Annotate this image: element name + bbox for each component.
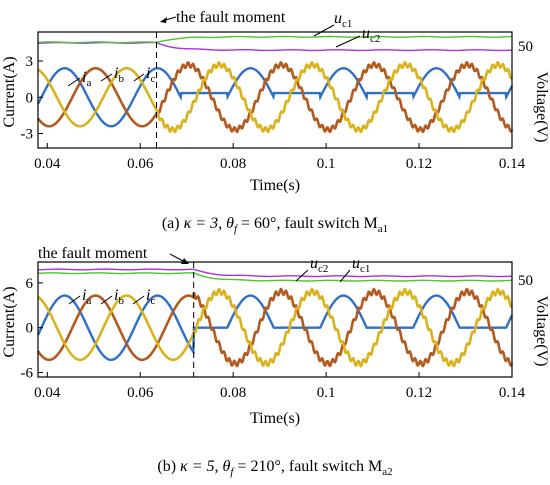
svg-text:ib: ib <box>114 65 124 85</box>
panel-b-legend-ib: ib <box>100 287 124 307</box>
panel-b-legend-ic: ic <box>132 287 155 307</box>
panel-a: 0.04 0.06 0.08 0.1 0.12 0.14 3 0 -3 the fault mo… <box>1 9 550 235</box>
panel-b-trace-ia <box>36 294 514 362</box>
panel-b-fault-arrowhead <box>181 258 189 264</box>
panel-b-frame <box>37 261 513 378</box>
panel-b-caption: (b) κ = 5, θf = 210°, fault switch Ma2 <box>157 458 392 478</box>
panel-a-traces <box>36 35 514 134</box>
panel-b-trace-uc2 <box>37 272 513 282</box>
panel-b-xtick-label: 0.04 <box>34 385 61 401</box>
panel-a-xlabel: Time(s) <box>250 177 300 194</box>
svg-text:ia: ia <box>82 69 91 89</box>
panel-b-trace-ic <box>37 287 513 368</box>
panel-b-traces <box>36 268 514 368</box>
panel-a-xtick-label: 0.06 <box>127 156 154 172</box>
panel-b-ytick-right-50: 50 <box>518 273 533 289</box>
panel-b-fault-label: the fault moment <box>38 245 148 262</box>
panel-b: 0.04 0.06 0.08 0.1 0.12 0.14 6 0 -6 the fault mo… <box>1 245 550 478</box>
panel-b-ylabel-left: Current(A) <box>1 286 18 357</box>
panel-a-xtick-label: 0.08 <box>220 156 246 172</box>
panel-a-ytick-label: -3 <box>21 127 34 143</box>
svg-text:uc1: uc1 <box>352 255 370 275</box>
panel-a-legend-ib: ib <box>100 65 124 85</box>
panel-a-xtick-label: 0.04 <box>34 156 61 172</box>
panel-a-xtick-label: 0.12 <box>406 156 432 172</box>
svg-text:ic: ic <box>146 287 155 307</box>
svg-text:ic: ic <box>146 65 155 85</box>
panel-a-fault-label: the fault moment <box>176 9 286 26</box>
panel-a-trace-ic <box>37 60 513 134</box>
panel-b-ylabel-right: Voltage(V) <box>533 296 550 367</box>
panel-a-ytick-label: 0 <box>26 90 34 106</box>
panel-b-fault-arrow <box>169 253 186 263</box>
panel-a-caption: (a) κ = 3, θf = 60°, fault switch Ma1 <box>162 215 388 235</box>
panel-a-frame <box>37 31 513 149</box>
panel-a-fault-arrowhead <box>160 17 167 23</box>
panel-a-legend-uc1: uc1 <box>313 10 352 37</box>
svg-text:ib: ib <box>114 287 124 307</box>
panel-b-legend-uc2: uc2 <box>295 255 328 282</box>
panel-b-ytick-label: 6 <box>26 276 34 292</box>
panel-b-xtick-label: 0.1 <box>317 385 336 401</box>
panel-b-xtick-label: 0.14 <box>499 385 526 401</box>
panel-a-ticks: 0.04 0.06 0.08 0.1 0.12 0.14 3 0 -3 <box>21 54 526 172</box>
panel-a-ytick-label: 3 <box>26 54 34 70</box>
panel-a-legend-ic: ic <box>133 65 155 85</box>
panel-b-legend-ia: ia <box>68 287 91 307</box>
panel-a-xtick-label: 0.1 <box>317 156 336 172</box>
panel-a-ylabel-left: Current(A) <box>1 56 18 127</box>
svg-text:uc2: uc2 <box>310 255 328 275</box>
panel-b-legend-uc1: uc1 <box>339 255 370 283</box>
panel-a-trace-uc2 <box>37 35 513 44</box>
panel-b-ytick-label: -6 <box>21 366 34 382</box>
panel-a-trace-ib <box>36 60 514 134</box>
panel-a-ytick-right-50: 50 <box>518 39 533 55</box>
panel-a-ylabel-right: Voltage(V) <box>533 72 550 143</box>
panel-b-xtick-label: 0.12 <box>406 385 432 401</box>
panel-b-xtick-label: 0.06 <box>127 385 154 401</box>
panel-b-ytick-label: 0 <box>26 321 34 337</box>
svg-text:uc1: uc1 <box>334 10 352 30</box>
svg-text:ia: ia <box>82 287 91 307</box>
panel-b-xlabel: Time(s) <box>250 410 300 427</box>
panel-a-xtick-label: 0.14 <box>499 156 526 172</box>
panel-a-legend-ia: ia <box>67 69 91 89</box>
svg-text:uc2: uc2 <box>362 25 380 45</box>
panel-a-trace-uc1 <box>37 41 513 52</box>
panel-a-trace-ia <box>36 67 514 128</box>
panel-b-trace-uc1 <box>37 268 513 278</box>
panel-b-trace-ib <box>36 287 514 368</box>
panel-b-xtick-label: 0.08 <box>220 385 246 401</box>
panel-a-legend-uc2: uc2 <box>335 25 380 48</box>
panel-b-ticks: 0.04 0.06 0.08 0.1 0.12 0.14 6 0 -6 <box>21 276 526 401</box>
